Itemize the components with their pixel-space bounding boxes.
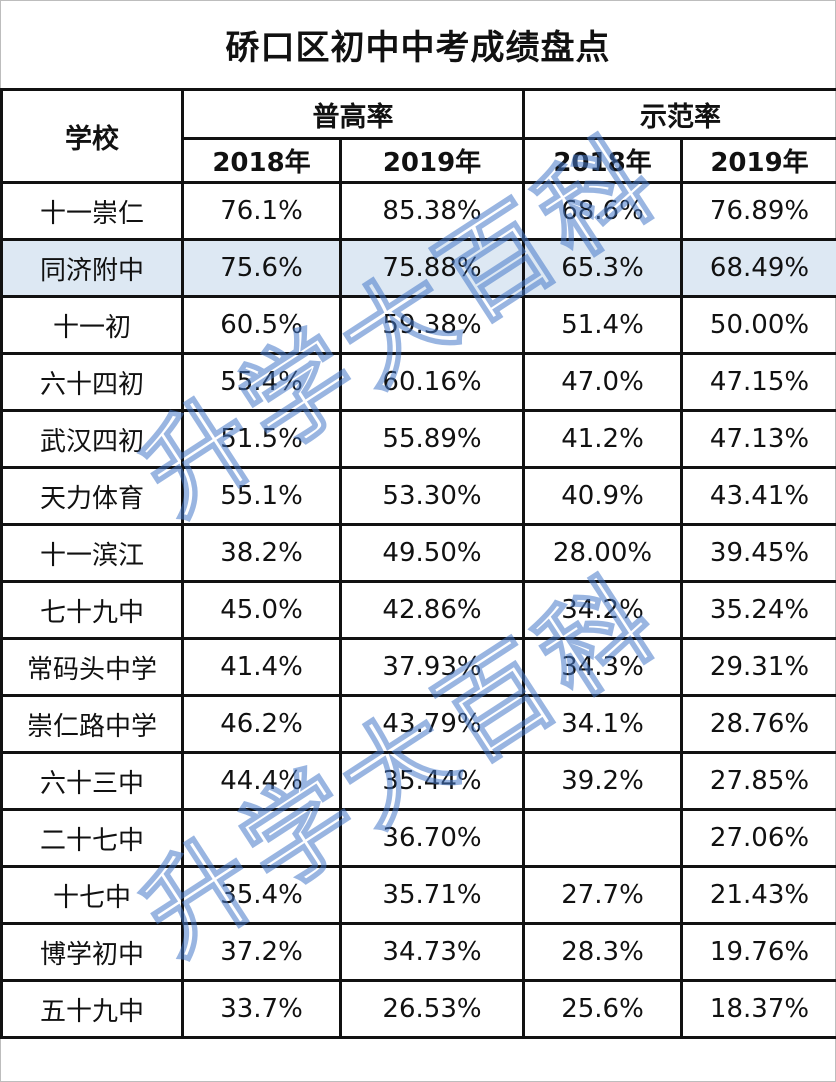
table-row: 二十七中 36.70% 27.06%: [0, 808, 836, 868]
rate-cell-sf2018: 41.2%: [522, 409, 683, 469]
rate-cell-pg2018: 44.4%: [181, 751, 342, 811]
header-year: 2018年: [522, 137, 683, 184]
rate-cell-sf2018: 65.3%: [522, 238, 683, 298]
rate-cell-sf2018: 27.7%: [522, 865, 683, 925]
rate-cell-sf2018: 47.0%: [522, 352, 683, 412]
school-name-cell: 十一初: [0, 295, 184, 355]
table-row: 常码头中学 41.4% 37.93% 34.3% 29.31%: [0, 637, 836, 697]
rate-cell-sf2019: 35.24%: [680, 580, 836, 640]
rate-cell-pg2018: 75.6%: [181, 238, 342, 298]
rate-cell-sf2019: 47.15%: [680, 352, 836, 412]
rate-cell-sf2019: 43.41%: [680, 466, 836, 526]
rate-cell-pg2019: 43.79%: [339, 694, 525, 754]
school-name-cell: 十一滨江: [0, 523, 184, 583]
rate-cell-sf2018: 51.4%: [522, 295, 683, 355]
rate-cell-sf2019: 21.43%: [680, 865, 836, 925]
rate-cell-pg2019: 36.70%: [339, 808, 525, 868]
rate-cell-pg2018: [181, 808, 342, 868]
rate-cell-pg2018: 60.5%: [181, 295, 342, 355]
table-row: 六十四初 55.4% 60.16% 47.0% 47.15%: [0, 352, 836, 412]
rate-cell-pg2019: 42.86%: [339, 580, 525, 640]
rate-cell-sf2019: 76.89%: [680, 181, 836, 241]
rate-cell-pg2019: 85.38%: [339, 181, 525, 241]
rate-cell-sf2018: 40.9%: [522, 466, 683, 526]
rate-cell-pg2019: 53.30%: [339, 466, 525, 526]
school-name-cell: 六十四初: [0, 352, 184, 412]
rate-cell-pg2019: 59.38%: [339, 295, 525, 355]
rate-cell-sf2019: 28.76%: [680, 694, 836, 754]
header-year: 2019年: [680, 137, 836, 184]
rate-cell-sf2019: 18.37%: [680, 979, 836, 1039]
header-year: 2019年: [339, 137, 525, 184]
rate-cell-sf2018: 34.1%: [522, 694, 683, 754]
rate-cell-pg2018: 35.4%: [181, 865, 342, 925]
rate-cell-pg2018: 45.0%: [181, 580, 342, 640]
school-name-cell: 五十九中: [0, 979, 184, 1039]
rate-cell-sf2019: 27.85%: [680, 751, 836, 811]
rate-cell-sf2018: 28.3%: [522, 922, 683, 982]
table-row: 博学初中 37.2% 34.73% 28.3% 19.76%: [0, 922, 836, 982]
page-title: 硚口区初中中考成绩盘点: [225, 27, 611, 68]
scores-table: 学校 普高率 示范率 2018年 2019年 2018年 2019年 十一崇仁 7…: [0, 88, 836, 1039]
rate-cell-pg2018: 55.1%: [181, 466, 342, 526]
rate-cell-sf2019: 29.31%: [680, 637, 836, 697]
table-row: 七十九中 45.0% 42.86% 34.2% 35.24%: [0, 580, 836, 640]
rate-cell-sf2018: [522, 808, 683, 868]
table-row: 五十九中 33.7% 26.53% 25.6% 18.37%: [0, 979, 836, 1039]
rate-cell-pg2019: 35.44%: [339, 751, 525, 811]
table-row: 十一崇仁 76.1% 85.38% 68.6% 76.89%: [0, 181, 836, 241]
rate-cell-pg2019: 55.89%: [339, 409, 525, 469]
rate-cell-pg2019: 35.71%: [339, 865, 525, 925]
rate-cell-pg2018: 46.2%: [181, 694, 342, 754]
rate-cell-pg2018: 55.4%: [181, 352, 342, 412]
rate-cell-pg2019: 49.50%: [339, 523, 525, 583]
rate-cell-pg2018: 51.5%: [181, 409, 342, 469]
table-row: 十一初 60.5% 59.38% 51.4% 50.00%: [0, 295, 836, 355]
rate-cell-pg2018: 76.1%: [181, 181, 342, 241]
school-name-cell: 十一崇仁: [0, 181, 184, 241]
school-name-cell: 天力体育: [0, 466, 184, 526]
header-group-shifan: 示范率: [522, 88, 836, 140]
rate-cell-pg2018: 33.7%: [181, 979, 342, 1039]
rate-cell-sf2019: 50.00%: [680, 295, 836, 355]
header-school: 学校: [0, 88, 184, 184]
school-name-cell: 十七中: [0, 865, 184, 925]
rate-cell-sf2018: 39.2%: [522, 751, 683, 811]
school-name-cell: 六十三中: [0, 751, 184, 811]
rate-cell-pg2019: 34.73%: [339, 922, 525, 982]
school-name-cell: 崇仁路中学: [0, 694, 184, 754]
rate-cell-sf2018: 25.6%: [522, 979, 683, 1039]
table-row: 天力体育 55.1% 53.30% 40.9% 43.41%: [0, 466, 836, 526]
header-group-pugao: 普高率: [181, 88, 525, 140]
rate-cell-sf2018: 34.2%: [522, 580, 683, 640]
rate-cell-sf2018: 28.00%: [522, 523, 683, 583]
school-name-cell: 同济附中: [0, 238, 184, 298]
rate-cell-sf2019: 68.49%: [680, 238, 836, 298]
rate-cell-pg2018: 38.2%: [181, 523, 342, 583]
table-row: 崇仁路中学 46.2% 43.79% 34.1% 28.76%: [0, 694, 836, 754]
rate-cell-pg2019: 37.93%: [339, 637, 525, 697]
rate-cell-sf2019: 47.13%: [680, 409, 836, 469]
school-name-cell: 常码头中学: [0, 637, 184, 697]
school-name-cell: 七十九中: [0, 580, 184, 640]
table-row: 六十三中 44.4% 35.44% 39.2% 27.85%: [0, 751, 836, 811]
school-name-cell: 二十七中: [0, 808, 184, 868]
header-year: 2018年: [181, 137, 342, 184]
rate-cell-pg2018: 41.4%: [181, 637, 342, 697]
school-name-cell: 武汉四初: [0, 409, 184, 469]
table-row: 十一滨江 38.2% 49.50% 28.00% 39.45%: [0, 523, 836, 583]
rate-cell-sf2019: 19.76%: [680, 922, 836, 982]
rate-cell-pg2019: 60.16%: [339, 352, 525, 412]
rate-cell-sf2019: 27.06%: [680, 808, 836, 868]
rate-cell-sf2019: 39.45%: [680, 523, 836, 583]
table-row: 十七中 35.4% 35.71% 27.7% 21.43%: [0, 865, 836, 925]
rate-cell-pg2019: 75.88%: [339, 238, 525, 298]
rate-cell-pg2018: 37.2%: [181, 922, 342, 982]
table-row: 武汉四初 51.5% 55.89% 41.2% 47.13%: [0, 409, 836, 469]
school-name-cell: 博学初中: [0, 922, 184, 982]
table-row: 同济附中 75.6% 75.88% 65.3% 68.49%: [0, 238, 836, 298]
rate-cell-sf2018: 68.6%: [522, 181, 683, 241]
rate-cell-sf2018: 34.3%: [522, 637, 683, 697]
rate-cell-pg2019: 26.53%: [339, 979, 525, 1039]
